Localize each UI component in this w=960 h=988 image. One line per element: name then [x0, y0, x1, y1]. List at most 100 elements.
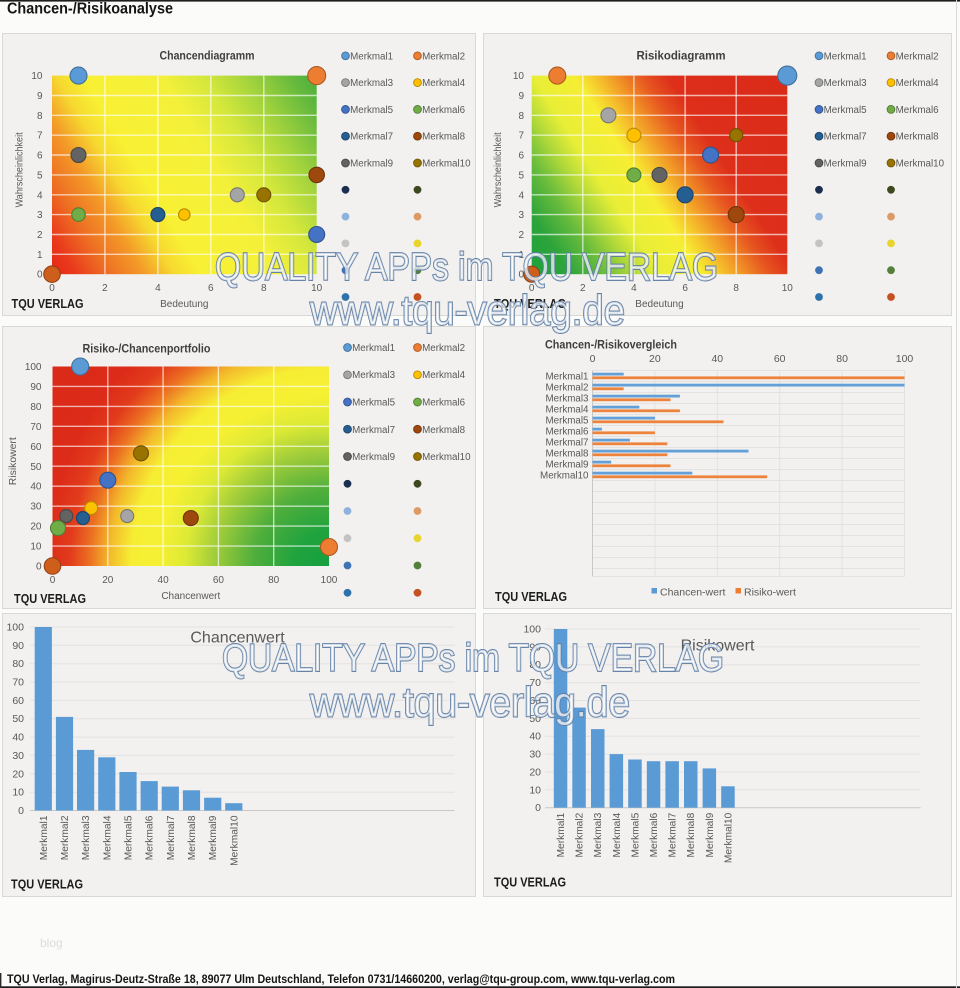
svg-text:Merkmal6: Merkmal6 [422, 397, 466, 408]
svg-text:Merkmal9: Merkmal9 [352, 452, 395, 463]
svg-text:Merkmal3: Merkmal3 [350, 78, 394, 89]
svg-text:60: 60 [529, 695, 541, 707]
svg-text:Merkmal8: Merkmal8 [545, 448, 589, 459]
svg-text:Merkmal1: Merkmal1 [350, 51, 393, 62]
svg-text:Merkmal5: Merkmal5 [124, 815, 135, 860]
svg-text:50: 50 [30, 461, 42, 472]
svg-text:50: 50 [529, 712, 541, 724]
svg-text:9: 9 [518, 91, 524, 102]
svg-text:TQU VERLAG: TQU VERLAG [494, 297, 566, 311]
svg-text:Merkmal8: Merkmal8 [686, 812, 697, 857]
svg-text:2: 2 [37, 230, 43, 241]
svg-text:30: 30 [529, 748, 541, 760]
svg-text:Merkmal3: Merkmal3 [545, 393, 589, 404]
svg-text:Merkmal6: Merkmal6 [896, 105, 940, 116]
svg-text:Merkmal10: Merkmal10 [540, 470, 589, 481]
svg-text:7: 7 [518, 131, 524, 142]
svg-text:10: 10 [782, 283, 794, 294]
svg-text:8: 8 [733, 283, 739, 294]
svg-text:Merkmal6: Merkmal6 [145, 815, 156, 860]
svg-text:Merkmal7: Merkmal7 [352, 424, 395, 435]
svg-text:0: 0 [535, 802, 541, 814]
svg-text:Merkmal9: Merkmal9 [824, 159, 867, 170]
svg-text:6: 6 [682, 283, 688, 294]
svg-text:Merkmal5: Merkmal5 [630, 812, 641, 857]
svg-text:30: 30 [30, 501, 42, 512]
svg-text:Merkmal8: Merkmal8 [422, 132, 466, 143]
svg-text:Merkmal4: Merkmal4 [422, 78, 466, 89]
svg-text:Merkmal5: Merkmal5 [350, 105, 394, 116]
svg-text:3: 3 [518, 210, 524, 221]
svg-text:Merkmal9: Merkmal9 [350, 159, 393, 170]
svg-text:Merkmal6: Merkmal6 [649, 812, 660, 857]
svg-text:100: 100 [25, 362, 42, 373]
svg-text:Merkmal6: Merkmal6 [422, 105, 466, 116]
svg-text:60: 60 [774, 353, 786, 365]
svg-text:80: 80 [12, 658, 24, 670]
svg-text:4: 4 [631, 283, 637, 294]
svg-text:70: 70 [12, 676, 24, 688]
svg-text:QUALITY APPs im TQU VERLAG: QUALITY APPs im TQU VERLAG [215, 246, 718, 289]
svg-text:Merkmal9: Merkmal9 [705, 812, 716, 857]
svg-text:Merkmal2: Merkmal2 [896, 51, 939, 62]
svg-text:Bedeutung: Bedeutung [160, 299, 208, 310]
svg-text:40: 40 [158, 575, 170, 586]
svg-text:8: 8 [37, 111, 43, 122]
svg-text:60: 60 [12, 694, 24, 706]
svg-text:Chancen-/Risikoanalyse: Chancen-/Risikoanalyse [7, 1, 173, 18]
svg-text:www.tqu-verlag.de: www.tqu-verlag.de [309, 679, 630, 726]
svg-text:Merkmal7: Merkmal7 [824, 132, 867, 143]
svg-text:Merkmal2: Merkmal2 [60, 815, 71, 860]
svg-text:20: 20 [30, 521, 42, 532]
svg-text:Merkmal4: Merkmal4 [896, 78, 940, 89]
svg-text:TQU VERLAG: TQU VERLAG [12, 297, 84, 311]
svg-text:TQU VERLAG: TQU VERLAG [494, 875, 566, 889]
svg-text:TQU Verlag, Magirus-Deutz-Stra: TQU Verlag, Magirus-Deutz-Straße 18, 890… [7, 974, 675, 986]
svg-text:Risiko-wert: Risiko-wert [744, 586, 796, 598]
svg-text:TQU VERLAG: TQU VERLAG [11, 877, 83, 891]
svg-text:10: 10 [311, 283, 323, 294]
svg-text:1: 1 [518, 250, 524, 261]
svg-text:0: 0 [518, 270, 524, 281]
svg-text:100: 100 [896, 353, 914, 365]
svg-text:4: 4 [155, 283, 161, 294]
svg-text:Merkmal1: Merkmal1 [545, 371, 588, 382]
svg-text:6: 6 [208, 283, 214, 294]
svg-text:Merkmal7: Merkmal7 [350, 132, 393, 143]
svg-text:TQU VERLAG: TQU VERLAG [14, 592, 86, 606]
svg-text:Wahrscheinlichkeit: Wahrscheinlichkeit [493, 132, 504, 207]
svg-text:0: 0 [18, 805, 24, 817]
svg-text:20: 20 [529, 766, 541, 778]
svg-text:50: 50 [12, 713, 24, 725]
svg-text:Merkmal1: Merkmal1 [352, 343, 395, 354]
svg-text:80: 80 [836, 353, 848, 365]
svg-text:4: 4 [37, 190, 43, 201]
svg-text:10: 10 [30, 541, 42, 552]
svg-text:Chancenwert: Chancenwert [190, 629, 285, 646]
svg-text:Merkmal4: Merkmal4 [102, 815, 113, 860]
svg-text:0: 0 [49, 283, 55, 294]
svg-text:Merkmal10: Merkmal10 [229, 815, 240, 866]
svg-text:0: 0 [37, 270, 43, 281]
svg-text:Merkmal5: Merkmal5 [545, 415, 589, 426]
svg-text:Merkmal1: Merkmal1 [39, 815, 50, 860]
svg-text:Merkmal7: Merkmal7 [668, 812, 679, 857]
svg-text:20: 20 [102, 575, 114, 586]
svg-text:40: 40 [529, 730, 541, 742]
svg-text:60: 60 [213, 575, 225, 586]
svg-text:100: 100 [523, 623, 541, 635]
svg-text:Merkmal1: Merkmal1 [556, 812, 567, 857]
svg-text:Merkmal5: Merkmal5 [352, 397, 396, 408]
svg-text:30: 30 [12, 749, 24, 761]
svg-text:Bedeutung: Bedeutung [635, 299, 683, 310]
svg-text:Merkmal2: Merkmal2 [545, 382, 588, 393]
svg-text:Risikowert: Risikowert [8, 436, 19, 484]
svg-text:Merkmal8: Merkmal8 [422, 424, 466, 435]
svg-text:Merkmal10: Merkmal10 [422, 452, 471, 463]
svg-text:0: 0 [36, 561, 42, 572]
svg-text:Merkmal2: Merkmal2 [575, 812, 586, 857]
svg-text:Chancen-/Risikovergleich: Chancen-/Risikovergleich [545, 339, 677, 351]
svg-text:Merkmal7: Merkmal7 [166, 815, 177, 860]
svg-text:Merkmal2: Merkmal2 [422, 51, 465, 62]
svg-text:10: 10 [31, 71, 43, 82]
